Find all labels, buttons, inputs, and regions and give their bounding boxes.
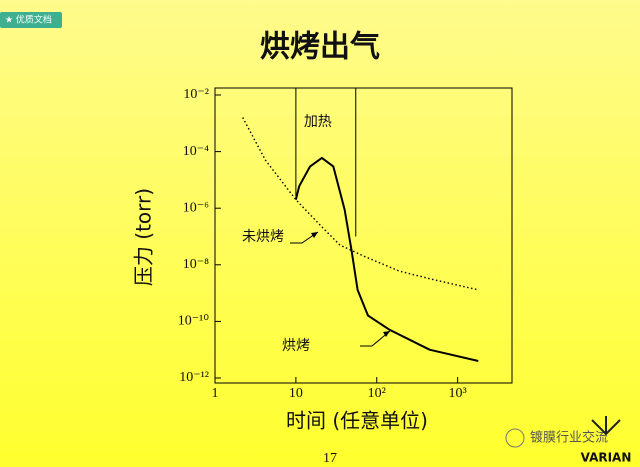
logo-mark [591, 416, 621, 436]
y-tick-label: 10⁻⁸ [183, 257, 209, 272]
y-tick-label: 10⁻¹² [179, 370, 209, 385]
series-label: 未烘烤 [242, 229, 284, 245]
plot-frame [214, 87, 513, 384]
y-tick-label: 10⁻¹⁰ [178, 314, 210, 329]
x-tick-label: 10² [368, 386, 386, 401]
y-tick-label: 10⁻⁶ [183, 200, 209, 215]
x-tick-label: 10³ [449, 386, 467, 401]
y-tick-label: 10⁻⁴ [183, 144, 209, 159]
chart-title: 烘烤出气 [260, 30, 380, 65]
page-number: 17 [323, 451, 337, 466]
annotation-arrow [360, 330, 391, 347]
series-label: 烘烤 [282, 338, 310, 354]
x-tick-label: 10 [289, 386, 303, 401]
y-tick-label: 10⁻² [183, 87, 209, 102]
logo: VARIAN [581, 451, 632, 465]
series-line [294, 156, 479, 362]
badge: ★ 优质文档 [5, 14, 52, 26]
heating-label: 加热 [304, 114, 332, 130]
x-axis-label: 时间 (任意单位) [286, 409, 428, 433]
watermark: 镀膜行业交流 [530, 430, 608, 446]
watermark-icon [505, 428, 525, 448]
badge-bg [0, 12, 62, 28]
y-axis-label: 压力 (torr) [132, 188, 156, 286]
series-line [242, 117, 479, 291]
arrow-head [383, 331, 390, 337]
x-tick-label: 1 [212, 386, 219, 401]
arrow-head [311, 232, 318, 238]
